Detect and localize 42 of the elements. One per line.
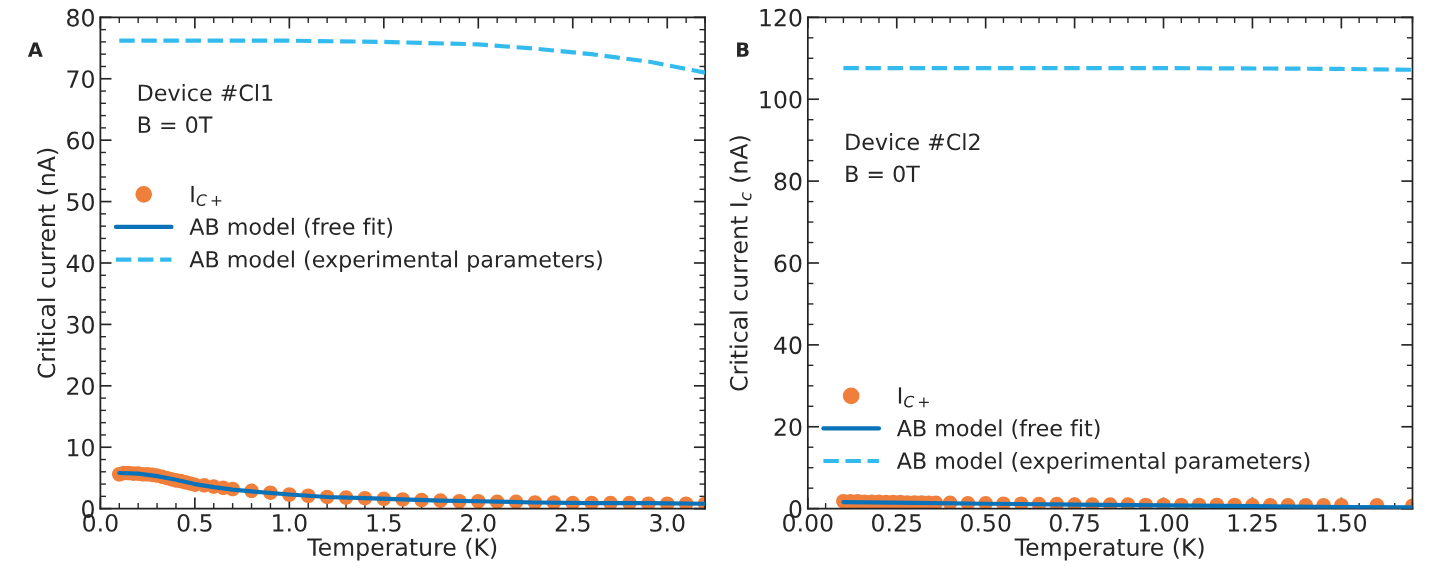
x-tick-label: 2.5 [555, 513, 590, 532]
y-tick-label: 20 [774, 418, 802, 437]
y-tick-label: 80 [774, 172, 802, 191]
y-tick-label: 120 [760, 8, 802, 27]
legend-label: I$_{C+}$ [191, 185, 222, 206]
x-tick-label: 1.25 [1228, 513, 1277, 532]
y-tick-label: 60 [774, 254, 802, 273]
y-tick-label: 40 [774, 336, 802, 355]
x-tick-label: 1.0 [273, 513, 307, 532]
annotation: Device #Cl1 [138, 83, 273, 102]
y-axis-title: Critical current (nA) [37, 148, 59, 378]
x-tick-label: 1.5 [367, 514, 401, 532]
annotation: Device #Cl2 [846, 133, 980, 151]
y-tick-label: 60 [67, 131, 94, 150]
legend-label: AB model (free fit) [896, 419, 1100, 440]
y-axis-title: Critical current I$_{c}$ (nA) [729, 136, 752, 391]
annotation: B = 0T [138, 116, 213, 134]
annotation: B = 0T [846, 165, 920, 183]
x-tick-label: 2.0 [461, 513, 496, 532]
text: A [27, 42, 43, 57]
y-tick-label: 20 [67, 377, 94, 396]
x-axis-title: Temperature (K) [1014, 537, 1204, 561]
x-tick-label: 0.75 [1049, 513, 1099, 532]
y-tick-label: 100 [760, 90, 802, 109]
y-tick-label: 80 [67, 8, 94, 27]
legend-label: I$_{C+}$ [898, 387, 929, 408]
x-axis-title: Temperature (K) [307, 537, 497, 561]
x-tick-label: 0.50 [960, 513, 1011, 532]
y-tick-label: 30 [67, 315, 94, 334]
y-tick-label: 10 [68, 438, 94, 457]
text: B [737, 42, 749, 57]
x-tick-label: 0.25 [872, 513, 921, 532]
x-tick-label: 0.5 [177, 513, 212, 532]
x-tick-label: 1.00 [1139, 513, 1189, 532]
x-tick-label: 3.0 [650, 513, 685, 532]
x-tick-label: 1.50 [1317, 513, 1367, 532]
legend-label: AB model (free fit) [189, 217, 393, 238]
y-tick-label: 70 [67, 70, 94, 89]
legend-label: AB model (experimental parameters) [896, 451, 1310, 474]
legend-label: AB model (experimental parameters) [189, 250, 602, 272]
y-tick-label: 40 [66, 254, 94, 273]
y-tick-label: 50 [67, 193, 94, 211]
